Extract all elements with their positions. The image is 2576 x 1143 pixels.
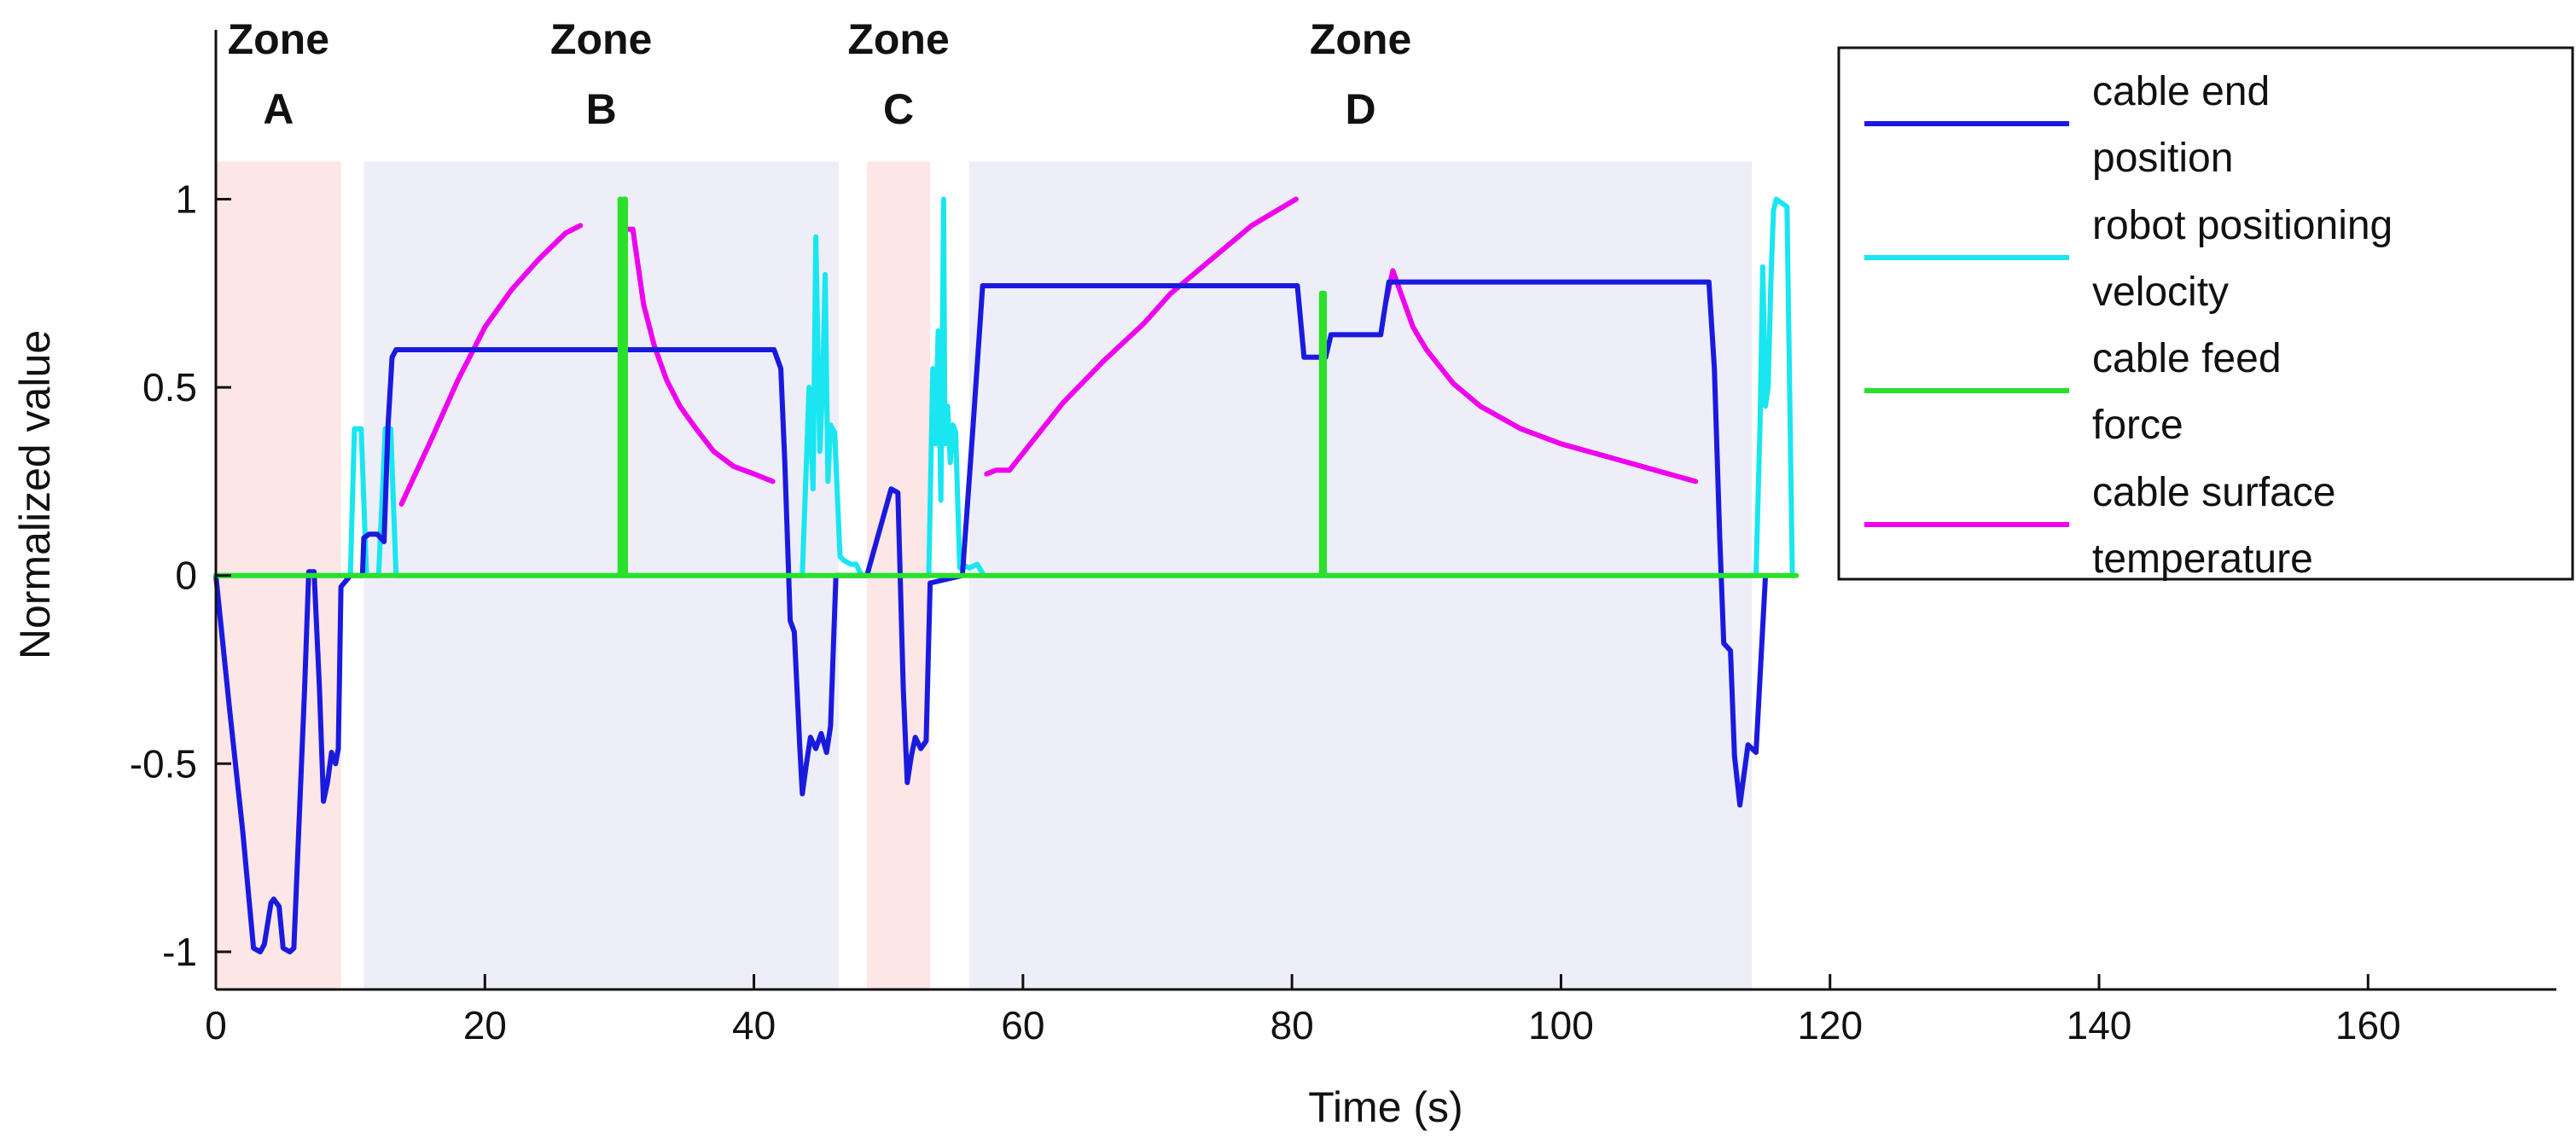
- legend-label: cable feed: [2092, 336, 2282, 381]
- series-line-cable-surface-temperature: [398, 223, 584, 507]
- zone-label-letter: D: [1345, 85, 1375, 133]
- x-tick-label: 0: [205, 1003, 227, 1047]
- x-tick-label: 100: [1528, 1003, 1594, 1047]
- zone-label-letter: B: [586, 85, 617, 133]
- legend-box: [1837, 46, 2574, 581]
- zone-label-title: Zone: [550, 15, 652, 63]
- ticks: 0 20 40 60 80 100 120 140 160 -1 -0.5 0 0.5 1: [130, 177, 2401, 1047]
- x-tick-label: 60: [1001, 1003, 1044, 1047]
- y-tick-label: 1: [175, 177, 197, 222]
- x-tick-label: 40: [732, 1003, 776, 1047]
- series-line-cable-surface-temperature: [1383, 268, 1699, 484]
- legend-label: cable end: [2092, 69, 2270, 114]
- legend-label: robot positioning: [2092, 203, 2393, 248]
- zone-label-letter: C: [883, 85, 914, 133]
- y-tick-label: -0.5: [130, 741, 197, 786]
- y-tick-label: 0: [175, 554, 197, 598]
- axes: [214, 30, 2556, 991]
- zone-label-title: Zone: [228, 15, 329, 63]
- zone-label-title: Zone: [847, 15, 949, 63]
- zone-labels: Zone A Zone B Zone C Zone D: [228, 15, 1412, 133]
- series-line-cable-feed-force: [213, 196, 1800, 578]
- x-tick-label: 140: [2067, 1003, 2132, 1047]
- series-line-cable-surface-temperature: [623, 226, 776, 484]
- zone-label-title: Zone: [1310, 15, 1411, 63]
- legend-label: velocity: [2092, 270, 2229, 315]
- series-lines: [213, 196, 1800, 954]
- y-tick-label: 0.5: [142, 365, 197, 409]
- series-line-cable-surface-temperature: [984, 196, 1299, 477]
- legend-label: position: [2092, 136, 2233, 181]
- zone-label-letter: A: [263, 85, 294, 133]
- legend-label: cable surface: [2092, 470, 2336, 515]
- series-line-cable-end-position: [213, 279, 1769, 954]
- y-tick-label: -1: [162, 930, 197, 974]
- x-tick-label: 160: [2335, 1003, 2401, 1047]
- y-axis-title: Normalized value: [11, 330, 59, 659]
- legend-label: force: [2092, 403, 2183, 448]
- legend-label: temperature: [2092, 537, 2313, 582]
- legend: cable end position robot positioning veloci…: [1837, 46, 2574, 582]
- x-tick-label: 80: [1271, 1003, 1314, 1047]
- x-tick-label: 120: [1797, 1003, 1863, 1047]
- x-axis-title: Time (s): [1308, 1083, 1462, 1131]
- x-tick-label: 20: [463, 1003, 507, 1047]
